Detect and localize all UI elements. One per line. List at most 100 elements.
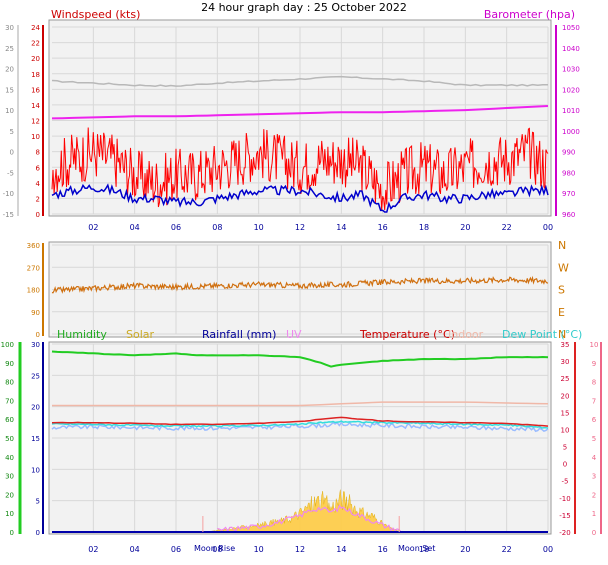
grey-tick-label: 20	[5, 66, 14, 74]
time-tick-label: 00	[543, 223, 553, 232]
legend-rainfall: Rainfall (mm)	[202, 328, 276, 341]
barometer-axis-title: Barometer (hpa)	[484, 8, 575, 21]
uv-tick-label: 2	[592, 491, 596, 499]
moon-set-label: Moon Set	[398, 544, 435, 553]
barometer-tick-label: 960	[562, 211, 575, 219]
humidity-tick-label: 20	[5, 491, 14, 499]
uv-tick-label: 5	[592, 435, 596, 443]
wind-tick-label: 2	[36, 195, 40, 203]
wind-average-line	[51, 183, 549, 213]
grey-tick-label: 0	[10, 149, 14, 157]
uv-tick-label: 1	[592, 510, 596, 518]
direction-tick-label: 360	[27, 242, 40, 250]
barometer-tick-label: 980	[562, 169, 575, 177]
time-tick-label: 18	[419, 545, 429, 554]
barometer-line	[51, 105, 549, 120]
rain-tick-label: 5	[36, 498, 40, 506]
uv-tick-label: 9	[592, 360, 596, 368]
graph-title: 24 hour graph day : 25 October 2022	[201, 1, 407, 14]
time-tick-label: 16	[378, 223, 388, 232]
humidity-tick-label: 30	[5, 473, 14, 481]
apparent-line	[51, 421, 549, 433]
direction-tick-label: 180	[27, 287, 40, 295]
compass-label: W	[558, 261, 569, 274]
time-tick-label: 00	[543, 545, 553, 554]
humidity-tick-label: 70	[5, 397, 14, 405]
time-tick-label: 08	[212, 223, 222, 232]
direction-line	[51, 275, 549, 294]
rain-tick-label: 15	[31, 435, 40, 443]
wind-tick-label: 20	[31, 55, 40, 63]
time-tick-label: 10	[254, 545, 264, 554]
humidity-line	[51, 350, 549, 368]
time-tick-label: 16	[378, 545, 388, 554]
wind-tick-label: 12	[31, 118, 40, 126]
uv-tick-label: 6	[592, 416, 597, 424]
moon-rise-label: Moon Rise	[194, 544, 235, 553]
barometer-tick-label: 970	[562, 190, 575, 198]
humidity-tick-label: 90	[5, 360, 14, 368]
rain-tick-label: 20	[31, 404, 40, 412]
barometer-tick-label: 1020	[562, 86, 580, 94]
indoor-line	[52, 401, 549, 407]
temp-tick-label: -10	[559, 495, 570, 503]
temp-tick-label: 30	[561, 358, 570, 366]
wind-tick-label: 8	[36, 149, 40, 157]
legend-indoor: Indoor	[448, 328, 484, 341]
direction-tick-label: 90	[31, 309, 40, 317]
time-tick-label: 20	[460, 545, 470, 554]
grey-tick-label: 10	[5, 107, 14, 115]
time-tick-label: 14	[336, 223, 346, 232]
grey-tick-label: 15	[5, 86, 14, 94]
uv-tick-label: 8	[592, 379, 596, 387]
wind-tick-label: 14	[31, 102, 40, 110]
temp-tick-label: 35	[561, 341, 570, 349]
uv-tick-label: 7	[592, 397, 596, 405]
humidity-tick-label: 0	[10, 529, 14, 537]
uv-tick-label: 3	[592, 473, 596, 481]
temp-tick-label: -5	[562, 478, 569, 486]
time-tick-label: 10	[254, 223, 264, 232]
legend-uv: UV	[286, 328, 302, 341]
grey-trace-line	[51, 75, 548, 87]
time-tick-label: 02	[88, 223, 98, 232]
legend-solar: Solar	[126, 328, 155, 341]
temp-tick-label: -20	[559, 529, 570, 537]
time-tick-label: 04	[130, 223, 140, 232]
compass-label: S	[558, 284, 565, 297]
barometer-tick-label: 1010	[562, 107, 580, 115]
rain-tick-label: 30	[31, 341, 40, 349]
legend-temperature: Temperature (°C)	[359, 328, 455, 341]
grey-tick-label: -10	[3, 190, 14, 198]
uv-tick-label: 10	[590, 341, 599, 349]
time-tick-label: 18	[419, 223, 429, 232]
time-tick-label: 02	[88, 545, 98, 554]
wind-gust-line	[51, 127, 549, 211]
time-tick-label: 06	[171, 223, 181, 232]
dew-point-line	[51, 420, 549, 429]
temp-tick-label: 0	[563, 461, 567, 469]
humidity-tick-label: 100	[1, 341, 14, 349]
barometer-tick-label: 1040	[562, 45, 580, 53]
time-tick-label: 06	[171, 545, 181, 554]
grey-tick-label: -15	[3, 211, 14, 219]
temp-tick-label: -15	[559, 512, 570, 520]
temp-tick-label: 25	[561, 375, 570, 383]
temp-tick-label: 5	[563, 444, 567, 452]
humidity-tick-label: 40	[5, 454, 14, 462]
wind-tick-label: 4	[36, 180, 41, 188]
time-tick-label: 12	[295, 223, 305, 232]
humidity-tick-label: 80	[5, 379, 14, 387]
wind-tick-label: 24	[31, 24, 40, 32]
compass-label: N	[558, 328, 566, 341]
humidity-tick-label: 60	[5, 416, 14, 424]
grey-tick-label: -5	[7, 169, 14, 177]
grey-tick-label: 30	[5, 24, 14, 32]
compass-label: E	[558, 306, 565, 319]
time-tick-label: 22	[502, 223, 512, 232]
uv-tick-label: 0	[592, 529, 596, 537]
time-tick-label: 22	[502, 545, 512, 554]
rain-tick-label: 25	[31, 372, 40, 380]
barometer-tick-label: 1030	[562, 66, 580, 74]
